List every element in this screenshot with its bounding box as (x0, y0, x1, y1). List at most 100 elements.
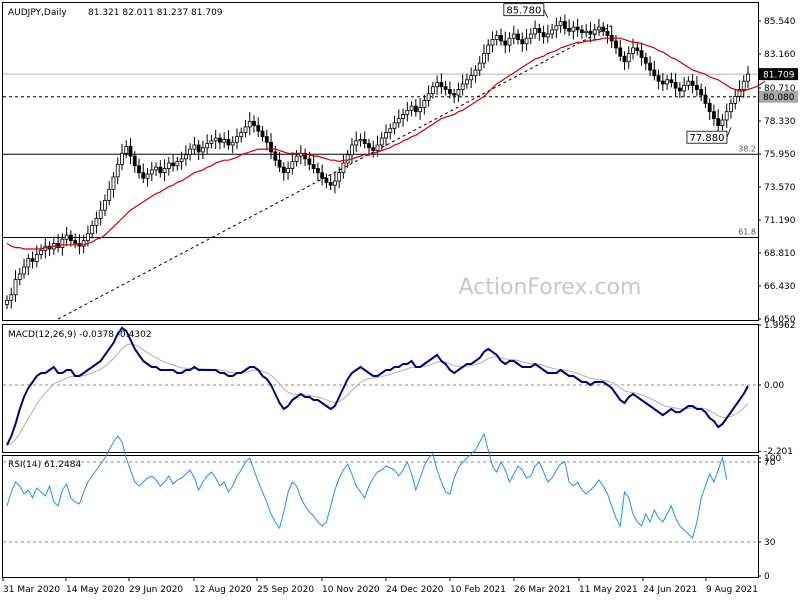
candle (205, 134, 210, 154)
candle (486, 39, 491, 62)
candle-body (196, 144, 201, 153)
candle-body (558, 21, 563, 27)
candle (209, 134, 214, 149)
candle-body (166, 162, 171, 169)
candle-body (507, 37, 512, 46)
candle (5, 295, 9, 310)
candle (456, 82, 461, 103)
candle (333, 171, 337, 194)
price-tick-label: 73.570 (764, 183, 796, 193)
candle (337, 166, 342, 189)
candle (320, 164, 325, 186)
candle (690, 74, 695, 94)
candle (643, 52, 648, 71)
candle (618, 39, 623, 62)
price-tick-label: 83.160 (764, 50, 796, 60)
candle (622, 51, 627, 70)
candle-body (422, 100, 427, 108)
candle (137, 158, 141, 179)
candle (286, 161, 290, 180)
candle-body (447, 89, 452, 95)
candle-body (68, 234, 73, 242)
candle (443, 80, 448, 96)
candle (188, 143, 193, 161)
candle-body (694, 84, 699, 90)
candle (358, 133, 363, 147)
candle (175, 156, 180, 171)
candle-body (213, 137, 218, 142)
candle (707, 98, 712, 120)
price-tick-label: 66.430 (764, 282, 796, 292)
candle-body (362, 139, 367, 144)
candle-body (524, 37, 529, 45)
candle-body (626, 53, 631, 63)
candle-body (320, 172, 325, 179)
candle-body (545, 33, 550, 38)
moving-average-path (6, 37, 766, 250)
candle (115, 157, 120, 184)
annotation-leader (543, 9, 549, 18)
candle (218, 133, 222, 150)
candle-body (9, 294, 14, 301)
candle-body (435, 82, 440, 88)
candle (213, 129, 218, 149)
candle-body (149, 169, 154, 175)
candle-body (277, 159, 282, 168)
candle-body (243, 126, 248, 133)
candle-body (154, 166, 158, 171)
candle (324, 173, 329, 189)
candle (733, 89, 738, 110)
candle-body (354, 140, 359, 146)
candle-body (34, 254, 39, 262)
fib-label-3: 61.8 (738, 227, 756, 236)
candle (426, 85, 431, 107)
candle-body (281, 166, 286, 174)
date-tick-label: 10 Feb 2021 (450, 585, 506, 595)
candle-body (575, 26, 580, 31)
candle-body (430, 86, 435, 95)
candle-body (384, 132, 388, 139)
candle (469, 67, 474, 88)
macd-panel-frame (2, 324, 759, 453)
candle-body (5, 299, 9, 305)
candle-body (409, 105, 414, 111)
candle (490, 31, 495, 53)
candle-body (550, 29, 555, 35)
candle (686, 76, 691, 91)
candle (166, 157, 171, 176)
candle (200, 140, 205, 159)
annotation-box (503, 3, 545, 17)
candle-body (158, 166, 163, 174)
candle (712, 104, 716, 126)
candle (584, 24, 589, 38)
candle-body (528, 33, 533, 39)
candle (554, 17, 559, 39)
candle (183, 145, 188, 166)
candle-body (103, 200, 107, 211)
candle (541, 25, 546, 44)
candle-body (128, 145, 133, 157)
date-tick-label: 14 May 2020 (66, 585, 125, 595)
candle (720, 114, 725, 131)
candle-body (367, 143, 371, 149)
candle-body (17, 273, 22, 280)
candle (545, 24, 550, 43)
candle-body (235, 136, 239, 143)
candle (533, 20, 537, 39)
price-badge-box (759, 68, 798, 81)
candle-body (192, 144, 197, 150)
candle-body (341, 162, 346, 174)
candle (635, 41, 640, 56)
candle-body (635, 47, 640, 52)
candle-body (392, 122, 397, 129)
candle-body (205, 143, 210, 149)
candle (13, 270, 18, 302)
date-tick-label: 24 Dec 2020 (386, 585, 444, 595)
candle-body (401, 114, 405, 120)
candle-body (188, 148, 193, 156)
candle-body (90, 224, 95, 235)
macd-lines (6, 326, 749, 446)
candle (494, 30, 499, 46)
candle-body (337, 172, 342, 182)
candle-body (456, 89, 461, 96)
